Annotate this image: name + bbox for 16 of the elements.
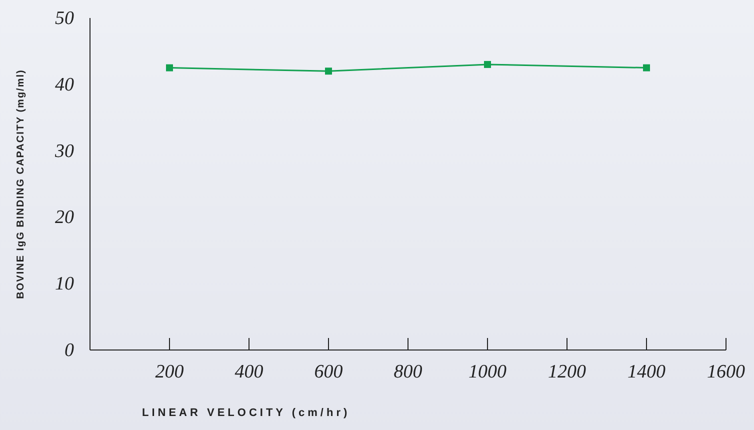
y-tick-label: 50	[55, 8, 74, 29]
x-tick-label: 800	[394, 361, 423, 382]
x-tick-label: 400	[234, 361, 264, 382]
y-tick-label: 10	[55, 274, 74, 295]
x-axis-title: LINEAR VELOCITY (cm/hr)	[142, 407, 350, 419]
y-tick-label: 20	[55, 207, 74, 228]
y-tick-label: 40	[55, 74, 74, 96]
x-tick-label: 1600	[707, 361, 746, 382]
y-tick-label: 0	[64, 340, 74, 361]
x-tick-label: 600	[314, 361, 344, 382]
y-tick-label: 30	[54, 140, 74, 162]
x-tick-label: 1400	[628, 361, 666, 382]
x-tick-label: 1200	[548, 361, 586, 382]
y-axis-title: BOVINE IgG BINDING CAPACITY (mg/ml)	[16, 69, 27, 299]
x-tick-label: 200	[155, 361, 184, 382]
x-tick-label: 1000	[468, 361, 507, 382]
